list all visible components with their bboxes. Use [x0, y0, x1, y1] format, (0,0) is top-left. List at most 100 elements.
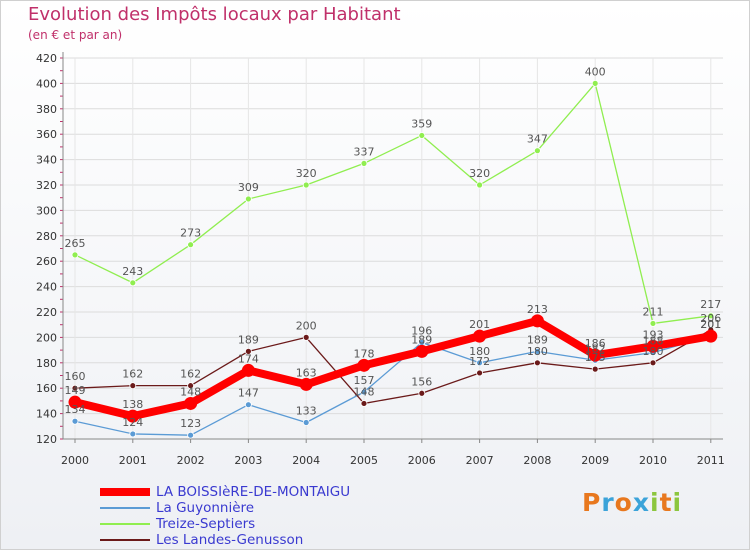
legend-label: Treize-Septiers [156, 516, 256, 532]
data-point [415, 344, 429, 358]
x-tick-label: 2000 [61, 454, 89, 467]
y-tick-label: 260 [36, 255, 57, 268]
data-label: 133 [296, 404, 317, 417]
x-tick-label: 2007 [466, 454, 494, 467]
legend-label: LA BOISSIèRE-DE-MONTAIGU [156, 484, 351, 500]
y-tick-label: 280 [36, 230, 57, 243]
data-point [126, 409, 140, 423]
data-point [357, 358, 371, 372]
data-label: 265 [65, 237, 86, 250]
data-label: 189 [411, 333, 432, 346]
chart-legend: LA BOISSIèRE-DE-MONTAIGU La Guyonnière Tre… [100, 484, 350, 548]
legend-swatch [100, 488, 150, 496]
data-point [129, 382, 137, 390]
data-point [129, 279, 137, 287]
y-tick-label: 320 [36, 179, 57, 192]
legend-item: LA BOISSIèRE-DE-MONTAIGU [100, 484, 350, 500]
data-label: 148 [354, 385, 375, 398]
data-label: 196 [411, 324, 432, 337]
data-label: 180 [527, 345, 548, 358]
data-label: 213 [527, 303, 548, 316]
y-tick-label: 120 [36, 433, 57, 446]
data-point [71, 251, 79, 259]
data-label: 347 [527, 133, 548, 146]
data-label: 188 [643, 335, 664, 348]
data-point [591, 365, 599, 373]
y-tick-label: 420 [36, 52, 57, 65]
data-label: 273 [180, 227, 201, 240]
legend-item: La Guyonnière [100, 500, 350, 516]
chart-title: Evolution des Impôts locaux par Habitant [28, 4, 401, 25]
y-tick-label: 380 [36, 103, 57, 116]
y-tick-label: 220 [36, 306, 57, 319]
x-tick-label: 2002 [177, 454, 205, 467]
data-point [360, 400, 368, 407]
y-tick-label: 300 [36, 204, 57, 217]
data-point [302, 333, 310, 341]
data-point [302, 181, 310, 189]
data-label: 200 [296, 319, 317, 332]
data-label: 178 [354, 347, 375, 360]
data-point [360, 388, 368, 396]
data-point [473, 329, 487, 343]
y-tick-label: 140 [36, 408, 57, 421]
proxiti-logo: Proxiti [582, 488, 683, 517]
series-line-3 [74, 329, 712, 405]
data-label: 162 [122, 368, 143, 381]
data-label: 156 [411, 375, 432, 388]
data-label: 320 [296, 167, 317, 180]
data-label: 186 [585, 337, 606, 350]
x-tick-label: 2008 [523, 454, 551, 467]
data-point [704, 329, 718, 343]
data-label: 193 [643, 328, 664, 341]
legend-swatch [100, 523, 150, 525]
data-label: 157 [354, 374, 375, 387]
data-point [187, 241, 195, 249]
data-label: 400 [585, 65, 606, 78]
data-label: 163 [296, 366, 317, 379]
x-tick-label: 2003 [234, 454, 262, 467]
data-point [244, 401, 252, 409]
data-point [530, 314, 544, 328]
data-label: 175 [585, 351, 606, 364]
data-point [187, 431, 195, 439]
data-point [299, 377, 313, 391]
data-label: 359 [411, 117, 432, 130]
data-label: 189 [527, 333, 548, 346]
data-label: 138 [122, 398, 143, 411]
data-label: 201 [700, 318, 721, 331]
y-tick-label: 240 [36, 281, 57, 294]
data-point [418, 389, 426, 397]
data-label: 211 [643, 305, 664, 318]
data-label: 337 [354, 145, 375, 158]
data-point [646, 339, 660, 353]
data-label: 217 [700, 298, 721, 311]
legend-label: La Guyonnière [156, 500, 255, 516]
data-label: 309 [238, 181, 259, 194]
chart-subtitle: (en € et par an) [28, 28, 123, 42]
y-tick-label: 400 [36, 77, 57, 90]
data-point [476, 359, 484, 367]
data-label: 172 [469, 355, 490, 368]
data-point [187, 382, 195, 390]
data-label: 189 [238, 333, 259, 346]
data-point [476, 181, 484, 189]
data-point [68, 395, 82, 409]
data-label: 174 [238, 352, 259, 365]
x-tick-label: 2006 [408, 454, 436, 467]
y-tick-label: 360 [36, 128, 57, 141]
data-point [591, 80, 599, 87]
data-label: 320 [469, 167, 490, 180]
data-label: 201 [700, 318, 721, 331]
y-tick-label: 160 [36, 382, 57, 395]
data-label: 148 [180, 385, 201, 398]
data-point [476, 369, 484, 377]
data-label: 124 [122, 416, 143, 429]
data-point [534, 147, 541, 155]
x-tick-label: 2004 [292, 454, 320, 467]
data-point [418, 132, 426, 139]
data-label: 180 [469, 345, 490, 358]
data-point [184, 396, 198, 410]
series-line-0 [71, 316, 715, 421]
